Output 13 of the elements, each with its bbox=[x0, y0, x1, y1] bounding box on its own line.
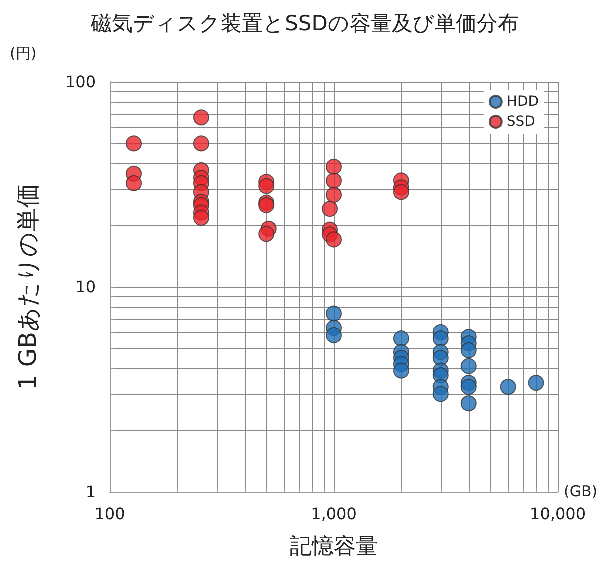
legend-label: SSD bbox=[506, 114, 536, 130]
chart-title: 磁気ディスク装置とSSDの容量及び単価分布 bbox=[90, 12, 519, 36]
y-tick-label: 1 bbox=[86, 482, 96, 502]
y-tick-label: 100 bbox=[65, 72, 96, 92]
x-axis-title: 記憶容量 bbox=[290, 534, 378, 560]
y-axis-title: 1 GBあたりの単価 bbox=[14, 184, 42, 390]
text: (円) bbox=[10, 44, 37, 62]
x-tick-label: 10,000 bbox=[530, 504, 586, 524]
text: (GB) bbox=[564, 482, 598, 500]
x-tick-label: 1,000 bbox=[311, 504, 357, 524]
y-tick-label: 10 bbox=[76, 278, 96, 296]
x-tick-label: 100 bbox=[94, 504, 126, 524]
legend-label: HDD bbox=[506, 94, 540, 110]
